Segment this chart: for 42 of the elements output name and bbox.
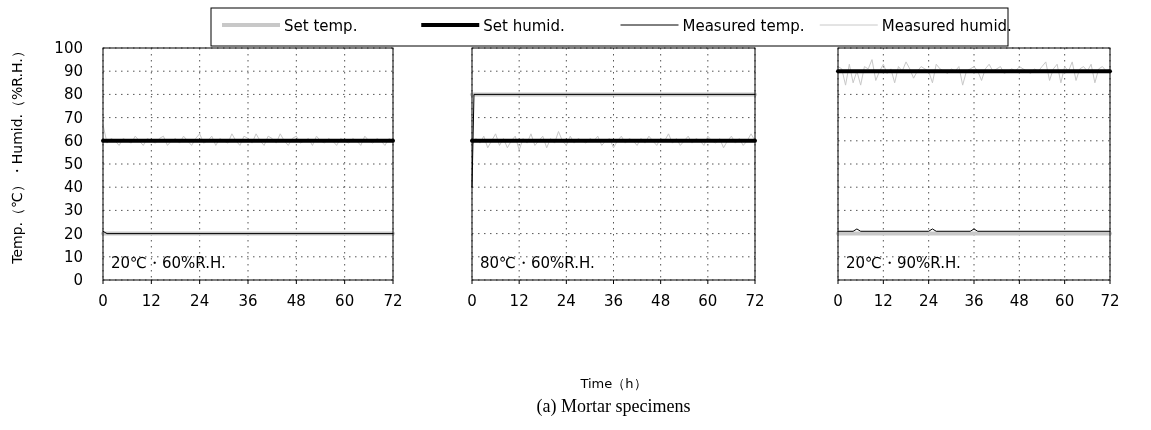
- x-tick-label: 12: [509, 292, 529, 310]
- x-tick-label: 60: [698, 292, 718, 310]
- y-tick-label: 10: [63, 247, 83, 266]
- x-tick-label: 36: [238, 292, 258, 310]
- x-tick-label: 60: [1055, 292, 1075, 310]
- y-tick-label: 20: [63, 224, 83, 243]
- x-tick-label: 72: [1100, 292, 1120, 310]
- x-tick-label: 0: [467, 292, 477, 310]
- annotation: 80℃・60%R.H.: [480, 254, 595, 272]
- y-tick-label: 30: [63, 201, 83, 220]
- legend-label: Measured temp.: [682, 17, 805, 35]
- legend-label: Set humid.: [483, 17, 565, 35]
- x-tick-label: 24: [556, 292, 576, 310]
- y-tick-label: 50: [63, 155, 83, 173]
- y-axis-title: Temp.（℃）・Humid.（%R.H.）: [9, 44, 25, 265]
- y-tick-label: 100: [54, 39, 83, 57]
- x-tick-label: 12: [873, 292, 893, 310]
- x-tick-label: 72: [745, 292, 765, 310]
- y-tick-label: 40: [63, 178, 83, 197]
- y-tick-label: 80: [63, 85, 83, 104]
- x-tick-label: 12: [141, 292, 161, 310]
- x-axis-title: Time（h）: [579, 376, 647, 391]
- y-tick-label: 70: [63, 108, 83, 127]
- x-tick-label: 0: [98, 292, 108, 310]
- x-tick-label: 48: [286, 292, 306, 310]
- x-tick-label: 24: [919, 292, 939, 310]
- y-tick-label: 90: [63, 62, 83, 81]
- x-tick-label: 0: [833, 292, 843, 310]
- x-tick-label: 36: [603, 292, 624, 310]
- x-tick-label: 36: [964, 292, 984, 310]
- x-tick-label: 48: [1009, 292, 1029, 310]
- legend-label: Measured humid.: [881, 17, 1012, 35]
- x-tick-label: 48: [651, 292, 671, 310]
- y-tick-label: 60: [63, 131, 83, 150]
- x-tick-label: 72: [383, 292, 403, 310]
- legend-label: Set temp.: [284, 17, 358, 35]
- x-tick-label: 60: [335, 292, 355, 310]
- y-tick-label: 0: [73, 271, 83, 289]
- annotation: 20℃・90%R.H.: [846, 254, 961, 272]
- text: (a) Mortar specimens: [536, 396, 691, 417]
- x-tick-label: 24: [190, 292, 210, 310]
- annotation: 20℃・60%R.H.: [111, 254, 226, 272]
